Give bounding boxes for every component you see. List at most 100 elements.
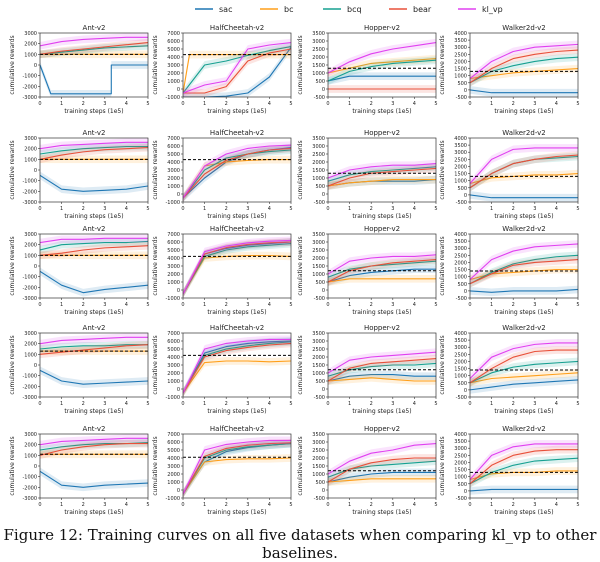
series-band-sac	[328, 72, 436, 85]
x-tick-label: 1	[348, 401, 351, 407]
x-tick-label: 2	[370, 401, 373, 407]
series-line-bear	[40, 344, 148, 355]
x-tick-label: 5	[146, 206, 149, 212]
series-line-bear	[183, 48, 291, 94]
series-band-kl_vp	[40, 333, 148, 348]
y-tick-label: 0	[464, 388, 467, 394]
y-tick-label: 6000	[167, 440, 180, 446]
y-axis-label: cumulative rewards	[297, 35, 304, 94]
y-tick-label: 1500	[312, 168, 325, 174]
plot-area	[183, 436, 291, 498]
x-tick-label: 4	[413, 302, 416, 308]
y-tick-label: 0	[464, 193, 467, 199]
x-tick-label: 3	[391, 401, 394, 407]
x-tick-label: 5	[576, 101, 579, 107]
series-line-sac	[40, 369, 148, 385]
x-tick-label: 3	[103, 401, 106, 407]
y-tick-label: 3000	[454, 150, 467, 156]
panel-title: Hopper-v2	[364, 225, 400, 233]
x-tick-label: 4	[125, 401, 128, 407]
y-tick-label: -2000	[22, 285, 37, 291]
panel-title: Walker2d-v2	[502, 425, 546, 433]
panel-walker2d-v2-row4: Walker2d-v2-5000500100015002000250030003…	[439, 324, 580, 415]
series-band-kl_vp	[183, 335, 291, 397]
series-line-kl_vp	[328, 351, 436, 374]
series-line-sac	[183, 47, 291, 97]
y-tick-label: 1500	[312, 63, 325, 69]
y-tick-label: 0	[464, 289, 467, 295]
y-tick-label: 0	[177, 288, 180, 294]
series-line-kl_vp	[40, 336, 148, 345]
y-tick-label: 500	[457, 482, 467, 488]
x-tick-label: 2	[512, 302, 515, 308]
y-axis-label: cumulative rewards	[9, 236, 16, 295]
series-band-bear	[328, 255, 436, 286]
y-tick-label: 1000	[24, 453, 37, 459]
legend-label-bear: bear	[413, 5, 432, 14]
y-tick-label: 2000	[312, 456, 325, 462]
series-band-sac	[470, 191, 578, 202]
x-tick-label: 0	[326, 206, 329, 212]
y-tick-label: 2500	[312, 248, 325, 254]
x-tick-label: 3	[533, 502, 536, 508]
x-tick-label: 5	[289, 101, 292, 107]
panel-title: Walker2d-v2	[502, 24, 546, 32]
x-tick-label: 0	[468, 101, 471, 107]
axes-frame	[39, 32, 149, 98]
series-line-bcq	[183, 341, 291, 394]
series-band-bear	[183, 438, 291, 498]
y-tick-label: 5000	[167, 448, 180, 454]
x-tick-label: 4	[413, 101, 416, 107]
y-tick-label: 7000	[167, 432, 180, 438]
series-line-bear	[183, 241, 291, 295]
x-tick-label: 0	[468, 401, 471, 407]
x-axis-label: training steps (1e5)	[64, 213, 123, 220]
y-tick-label: -500	[314, 395, 325, 401]
series-line-sac	[40, 174, 148, 192]
series-band-sac	[40, 61, 148, 97]
x-tick-label: 0	[181, 401, 184, 407]
y-tick-label: 500	[315, 79, 325, 85]
axes-frame	[469, 233, 579, 299]
x-tick-label: 4	[268, 101, 271, 107]
x-tick-label: 3	[103, 302, 106, 308]
panel-title: Walker2d-v2	[502, 225, 546, 233]
y-tick-label: 4000	[167, 55, 180, 61]
axes-frame	[469, 137, 579, 203]
x-tick-label: 5	[289, 206, 292, 212]
y-tick-label: -1000	[22, 475, 37, 481]
panel-title: Ant-v2	[83, 24, 106, 32]
series-band-bc	[328, 274, 436, 286]
x-tick-label: 1	[60, 101, 63, 107]
series-line-kl_vp	[470, 243, 578, 280]
x-axis-label: training steps (1e5)	[64, 408, 123, 415]
y-tick-label: 4000	[454, 136, 467, 142]
y-tick-label: 2000	[24, 147, 37, 153]
series-line-sac	[470, 288, 578, 293]
y-tick-label: 3000	[24, 31, 37, 37]
series-band-bc	[470, 368, 578, 387]
x-axis-label: training steps (1e5)	[207, 213, 266, 220]
y-tick-label: 1000	[24, 52, 37, 58]
y-tick-label: 2500	[312, 448, 325, 454]
panel-walker2d-v2-row5: Walker2d-v2-5000500100015002000250030003…	[439, 425, 580, 516]
y-axis-label: cumulative rewards	[152, 236, 159, 295]
y-tick-label: 2000	[454, 164, 467, 170]
legend-label-kl_vp: kl_vp	[482, 5, 503, 14]
series-line-sac	[328, 374, 436, 382]
series-line-bear	[328, 457, 436, 483]
x-tick-label: 3	[103, 101, 106, 107]
y-tick-label: -1000	[22, 275, 37, 281]
y-tick-label: 4000	[167, 456, 180, 462]
x-tick-label: 5	[434, 206, 437, 212]
axes-frame	[327, 32, 437, 98]
axes-frame	[182, 32, 292, 98]
y-tick-label: 1000	[454, 475, 467, 481]
series-band-bear	[40, 439, 148, 460]
series-band-bcq	[470, 357, 578, 387]
y-tick-label: 1000	[312, 71, 325, 77]
plot-area	[40, 138, 148, 196]
series-band-kl_vp	[328, 348, 436, 377]
x-tick-label: 5	[434, 101, 437, 107]
x-tick-label: 1	[490, 206, 493, 212]
